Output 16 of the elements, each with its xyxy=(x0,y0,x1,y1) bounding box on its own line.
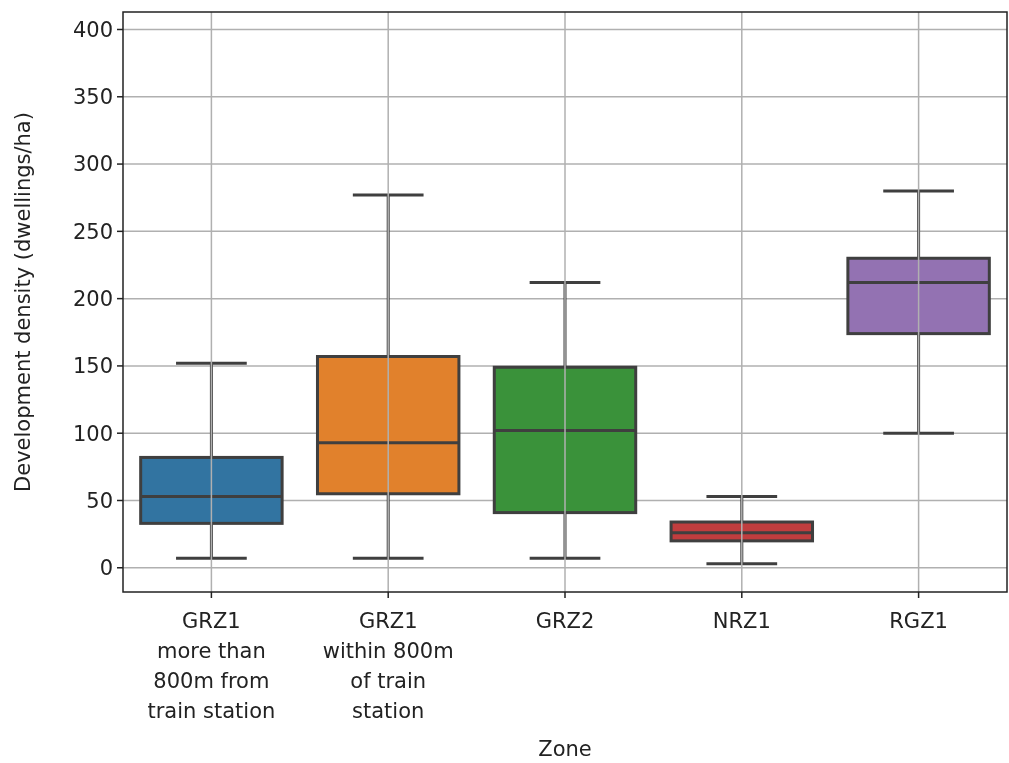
x-tick-label: NRZ1 xyxy=(712,609,771,633)
y-tick-label: 100 xyxy=(72,421,113,446)
y-tick-label: 350 xyxy=(72,85,113,110)
y-tick-label: 300 xyxy=(72,152,113,177)
x-tick-label: GRZ2 xyxy=(535,609,595,633)
x-axis-title: Zone xyxy=(538,737,592,761)
y-tick-label: 200 xyxy=(72,286,113,311)
y-axis-title: Development density (dwellings/ha) xyxy=(11,112,35,492)
y-tick-label: 250 xyxy=(72,219,113,244)
y-tick-label: 50 xyxy=(86,488,113,513)
y-tick-label: 150 xyxy=(72,354,113,379)
x-tick-label: RGZ1 xyxy=(889,609,948,633)
x-tick-label: GRZ1 within 800m of train station xyxy=(322,609,454,723)
y-tick-label: 0 xyxy=(99,556,113,581)
y-tick-label: 400 xyxy=(72,17,113,42)
x-tick-label: GRZ1 more than 800m from train station xyxy=(147,609,276,723)
